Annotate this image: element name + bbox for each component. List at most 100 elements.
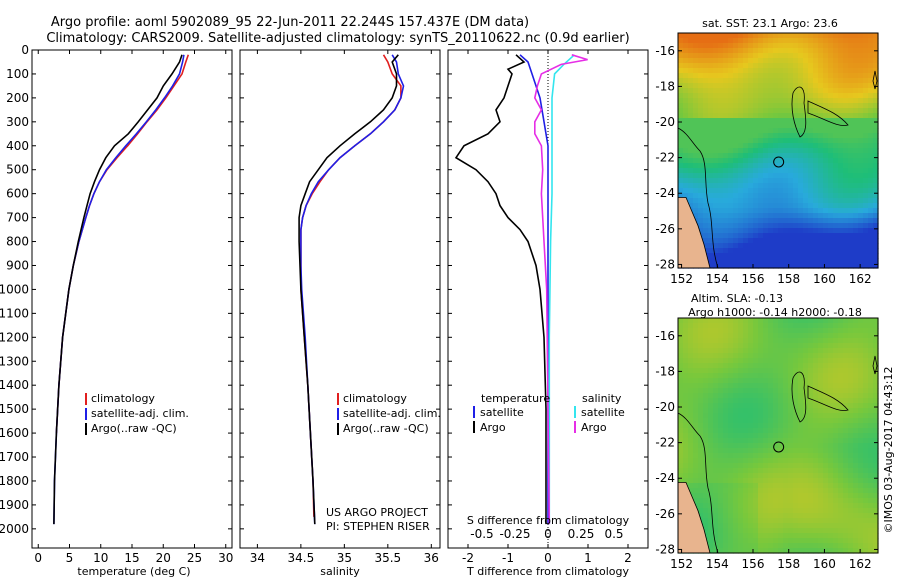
map-cell — [848, 108, 854, 114]
map-cell — [818, 203, 824, 209]
map-cell — [773, 88, 779, 94]
map-cell — [768, 478, 774, 484]
map-cell — [863, 243, 869, 249]
map-cell — [823, 218, 829, 224]
x-tick-label: 34.5 — [288, 551, 315, 565]
map-cell — [848, 543, 854, 549]
map-cell — [748, 53, 754, 59]
map-cell — [793, 333, 799, 339]
map-cell — [698, 193, 704, 199]
map-cell — [753, 388, 759, 394]
map-cell — [808, 348, 814, 354]
map-cell — [778, 213, 784, 219]
map-cell — [748, 73, 754, 79]
map-cell — [803, 453, 809, 459]
map-cell — [743, 168, 749, 174]
reef-contour — [791, 371, 807, 423]
map-cell — [833, 203, 839, 209]
map-cell — [743, 318, 749, 324]
map-cell — [698, 138, 704, 144]
map-cell — [793, 163, 799, 169]
map-cell — [698, 203, 704, 209]
map-cell — [753, 518, 759, 524]
map-cell — [693, 408, 699, 414]
map-cell — [873, 233, 879, 239]
map-cell — [853, 48, 859, 54]
map-cell — [798, 68, 804, 74]
map-cell — [828, 88, 834, 94]
map-cell — [678, 88, 684, 94]
map-cell — [778, 378, 784, 384]
map-cell — [773, 83, 779, 89]
map-cell — [828, 548, 834, 554]
map-cell — [843, 533, 849, 539]
map-cell — [713, 448, 719, 454]
map-cell — [768, 243, 774, 249]
map-cell — [723, 518, 729, 524]
map-cell — [803, 428, 809, 434]
map-cell — [773, 513, 779, 519]
map-cell — [778, 503, 784, 509]
depth-tick-label: 1500 — [0, 402, 29, 416]
map-cell — [708, 73, 714, 79]
map-cell — [693, 443, 699, 449]
map-cell — [758, 403, 764, 409]
map-cell — [868, 53, 874, 59]
map-cell — [873, 343, 879, 349]
map-cell — [713, 143, 719, 149]
map-cell — [808, 168, 814, 174]
map-cell — [688, 38, 694, 44]
map-cell — [688, 438, 694, 444]
map-cell — [718, 53, 724, 59]
map-cell — [823, 198, 829, 204]
map-cell — [833, 538, 839, 544]
map-cell — [748, 468, 754, 474]
map-cell — [833, 423, 839, 429]
reef-contour — [791, 86, 807, 138]
map-cell — [868, 248, 874, 254]
map-cell — [768, 163, 774, 169]
map-cell — [718, 418, 724, 424]
map-cell — [788, 433, 794, 439]
map-cell — [863, 453, 869, 459]
map-cell — [868, 193, 874, 199]
map-cell — [863, 318, 869, 324]
map-cell — [713, 443, 719, 449]
map-cell — [698, 478, 704, 484]
map-cell — [848, 433, 854, 439]
map-cell — [843, 73, 849, 79]
map-cell — [833, 523, 839, 529]
map-cell — [768, 173, 774, 179]
map-cell — [843, 483, 849, 489]
map-cell — [738, 98, 744, 104]
map-cell — [753, 53, 759, 59]
map-cell — [743, 498, 749, 504]
map-cell — [743, 433, 749, 439]
map-cell — [833, 258, 839, 264]
map-cell — [863, 513, 869, 519]
map-cell — [813, 38, 819, 44]
lon-tick-label: 156 — [742, 272, 765, 286]
map-cell — [863, 358, 869, 364]
map-cell — [728, 48, 734, 54]
map-cell — [688, 403, 694, 409]
map-cell — [793, 518, 799, 524]
map-cell — [798, 148, 804, 154]
map-cell — [838, 408, 844, 414]
map-cell — [748, 103, 754, 109]
map-cell — [828, 403, 834, 409]
map-cell — [853, 413, 859, 419]
map-cell — [813, 513, 819, 519]
sst-heatmap — [678, 33, 879, 269]
map-cell — [678, 358, 684, 364]
map-cell — [858, 253, 864, 259]
map-cell — [788, 143, 794, 149]
map-cell — [768, 373, 774, 379]
map-cell — [748, 243, 754, 249]
map-cell — [828, 203, 834, 209]
map-cell — [678, 43, 684, 49]
map-cell — [833, 348, 839, 354]
map-cell — [833, 368, 839, 374]
map-cell — [693, 448, 699, 454]
lon-tick-label: 162 — [849, 557, 872, 571]
